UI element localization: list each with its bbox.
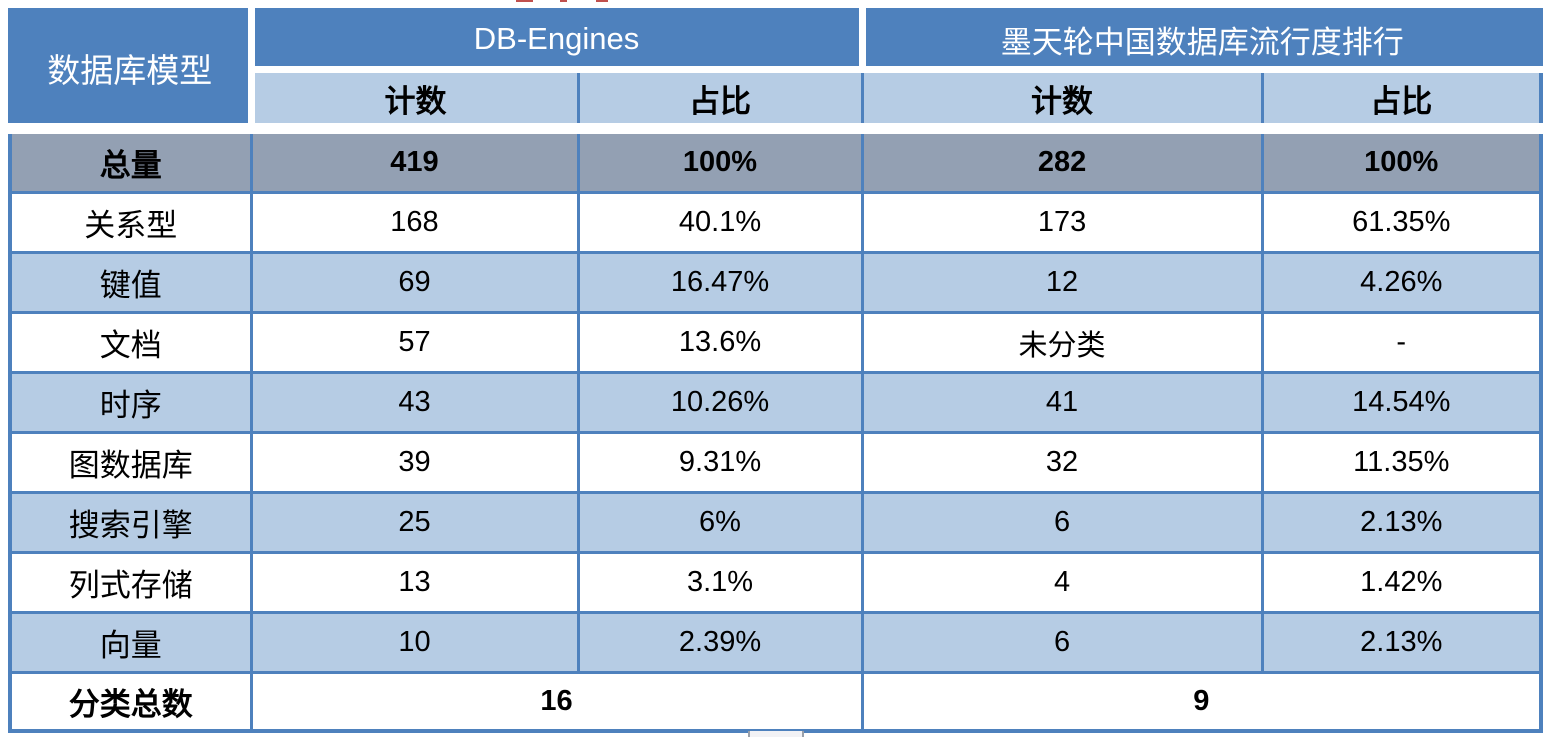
cell-value: 168 bbox=[249, 191, 580, 254]
cell-value: 173 bbox=[860, 191, 1264, 254]
table-row-vector: 向量 10 2.39% 6 2.13% bbox=[8, 611, 1543, 674]
cell-value: 4 bbox=[860, 551, 1264, 614]
cell-value: 未分类 bbox=[860, 311, 1264, 374]
cell-value: 25 bbox=[249, 491, 580, 554]
cell-value: 100% bbox=[576, 127, 864, 194]
row-label: 文档 bbox=[8, 311, 253, 374]
table-row-time-series: 时序 43 10.26% 41 14.54% bbox=[8, 371, 1543, 434]
column-header-database-model: 数据库模型 bbox=[10, 10, 255, 134]
cell-value: 61.35% bbox=[1260, 191, 1543, 254]
cell-value: - bbox=[1260, 311, 1543, 374]
horizontal-scrollbar-fragment[interactable] bbox=[748, 731, 804, 737]
cell-value: 2.13% bbox=[1260, 491, 1543, 554]
cell-value: 40.1% bbox=[576, 191, 864, 254]
cropped-red-text-fragment bbox=[516, 0, 533, 2]
column-header-share-db: 占比 bbox=[576, 69, 864, 134]
column-group-modb-ranking: 墨天轮中国数据库流行度排行 bbox=[862, 10, 1542, 73]
cell-value: 6 bbox=[860, 611, 1264, 674]
cell-value: 100% bbox=[1260, 127, 1543, 194]
table-row-total: 总量 419 100% 282 100% bbox=[8, 127, 1543, 194]
cell-value: 4.26% bbox=[1260, 251, 1543, 314]
table-row-category-total: 分类总数 16 9 bbox=[8, 671, 1543, 733]
cell-value: 6% bbox=[576, 491, 864, 554]
row-label: 关系型 bbox=[8, 191, 253, 254]
database-model-comparison-table: 数据库模型 DB-Engines 墨天轮中国数据库流行度排行 计数 占比 计数 … bbox=[8, 8, 1544, 733]
cropped-red-text-fragment bbox=[596, 0, 608, 2]
row-label: 分类总数 bbox=[8, 671, 253, 733]
row-label: 时序 bbox=[8, 371, 253, 434]
row-label: 搜索引擎 bbox=[8, 491, 253, 554]
row-label: 键值 bbox=[8, 251, 253, 314]
cell-value: 10 bbox=[249, 611, 580, 674]
subheader-row: 计数 占比 计数 占比 bbox=[10, 69, 1543, 134]
cell-value: 13.6% bbox=[576, 311, 864, 374]
cell-value: 11.35% bbox=[1260, 431, 1543, 494]
table-row-relational: 关系型 168 40.1% 173 61.35% bbox=[8, 191, 1543, 254]
column-header-share-modb: 占比 bbox=[1260, 69, 1543, 134]
table-row-columnar: 列式存储 13 3.1% 4 1.42% bbox=[8, 551, 1543, 614]
cell-value: 13 bbox=[249, 551, 580, 614]
cell-value: 6 bbox=[860, 491, 1264, 554]
cell-value-modb-category-count: 9 bbox=[860, 671, 1543, 733]
cell-value: 32 bbox=[860, 431, 1264, 494]
column-header-count-db: 计数 bbox=[249, 69, 580, 134]
header-group-row: 数据库模型 DB-Engines 墨天轮中国数据库流行度排行 bbox=[10, 10, 1542, 134]
table-row-document: 文档 57 13.6% 未分类 - bbox=[8, 311, 1543, 374]
cell-value: 14.54% bbox=[1260, 371, 1543, 434]
table-row-search-engine: 搜索引擎 25 6% 6 2.13% bbox=[8, 491, 1543, 554]
cell-value: 41 bbox=[860, 371, 1264, 434]
cropped-red-text-fragment bbox=[560, 0, 567, 2]
cell-value: 9.31% bbox=[576, 431, 864, 494]
cell-value: 10.26% bbox=[576, 371, 864, 434]
table-row-graph: 图数据库 39 9.31% 32 11.35% bbox=[8, 431, 1543, 494]
column-header-count-modb: 计数 bbox=[860, 69, 1264, 134]
cell-value: 43 bbox=[249, 371, 580, 434]
cell-value: 57 bbox=[249, 311, 580, 374]
table-row-key-value: 键值 69 16.47% 12 4.26% bbox=[8, 251, 1543, 314]
cell-value: 419 bbox=[249, 127, 580, 194]
cell-value: 16.47% bbox=[576, 251, 864, 314]
cell-value: 1.42% bbox=[1260, 551, 1543, 614]
cell-value: 282 bbox=[860, 127, 1264, 194]
cell-value: 2.39% bbox=[576, 611, 864, 674]
row-label: 向量 bbox=[8, 611, 253, 674]
cell-value: 3.1% bbox=[576, 551, 864, 614]
row-label: 总量 bbox=[8, 127, 253, 194]
column-group-db-engines: DB-Engines bbox=[251, 10, 866, 73]
cell-value: 39 bbox=[249, 431, 580, 494]
cell-value: 2.13% bbox=[1260, 611, 1543, 674]
cell-value-db-engines-category-count: 16 bbox=[249, 671, 864, 733]
row-label: 列式存储 bbox=[8, 551, 253, 614]
cell-value: 69 bbox=[249, 251, 580, 314]
row-label: 图数据库 bbox=[8, 431, 253, 494]
cell-value: 12 bbox=[860, 251, 1264, 314]
